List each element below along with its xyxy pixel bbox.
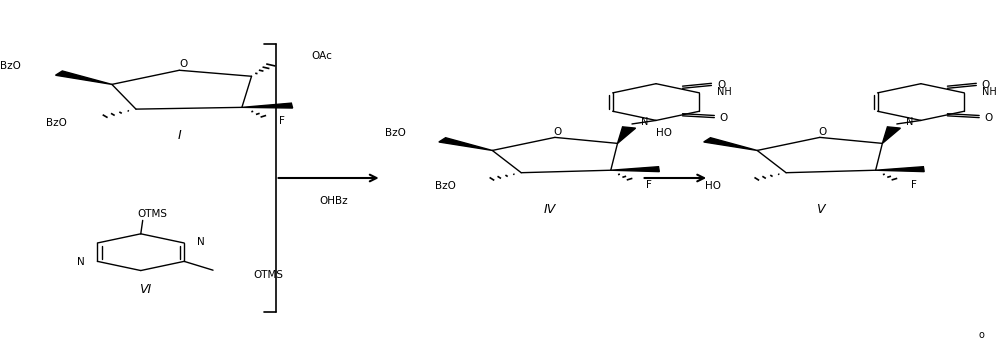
Polygon shape bbox=[56, 71, 112, 84]
Text: OHBz: OHBz bbox=[319, 196, 348, 206]
Text: F: F bbox=[279, 116, 285, 126]
Polygon shape bbox=[611, 167, 659, 172]
Polygon shape bbox=[882, 127, 900, 143]
Text: IV: IV bbox=[544, 203, 556, 216]
Text: I: I bbox=[177, 129, 181, 142]
Text: O: O bbox=[720, 112, 728, 122]
Text: BzO: BzO bbox=[0, 61, 20, 71]
Text: BzO: BzO bbox=[385, 129, 406, 138]
Text: O: O bbox=[982, 80, 990, 90]
Polygon shape bbox=[242, 103, 293, 108]
Text: OTMS: OTMS bbox=[137, 209, 167, 219]
Text: N: N bbox=[77, 257, 85, 267]
Text: O: O bbox=[717, 80, 725, 90]
Text: OAc: OAc bbox=[311, 51, 332, 61]
Polygon shape bbox=[439, 138, 492, 151]
Text: N: N bbox=[906, 117, 913, 127]
Polygon shape bbox=[618, 127, 636, 143]
Text: OTMS: OTMS bbox=[253, 271, 283, 281]
Text: VI: VI bbox=[139, 283, 152, 296]
Text: HO: HO bbox=[705, 181, 721, 191]
Text: V: V bbox=[816, 203, 824, 216]
Text: O: O bbox=[179, 59, 187, 69]
Text: O: O bbox=[985, 112, 993, 122]
Polygon shape bbox=[876, 167, 924, 172]
Text: F: F bbox=[911, 180, 917, 190]
Text: BzO: BzO bbox=[46, 118, 67, 128]
Text: N: N bbox=[641, 117, 648, 127]
Text: O: O bbox=[819, 127, 827, 137]
Text: F: F bbox=[646, 180, 652, 190]
Text: HO: HO bbox=[656, 129, 672, 138]
Text: NH: NH bbox=[717, 87, 732, 97]
Text: o: o bbox=[979, 330, 985, 340]
Text: NH: NH bbox=[982, 87, 996, 97]
Text: N: N bbox=[197, 237, 204, 247]
Text: BzO: BzO bbox=[435, 181, 456, 191]
Text: O: O bbox=[554, 127, 562, 137]
Polygon shape bbox=[704, 138, 757, 151]
